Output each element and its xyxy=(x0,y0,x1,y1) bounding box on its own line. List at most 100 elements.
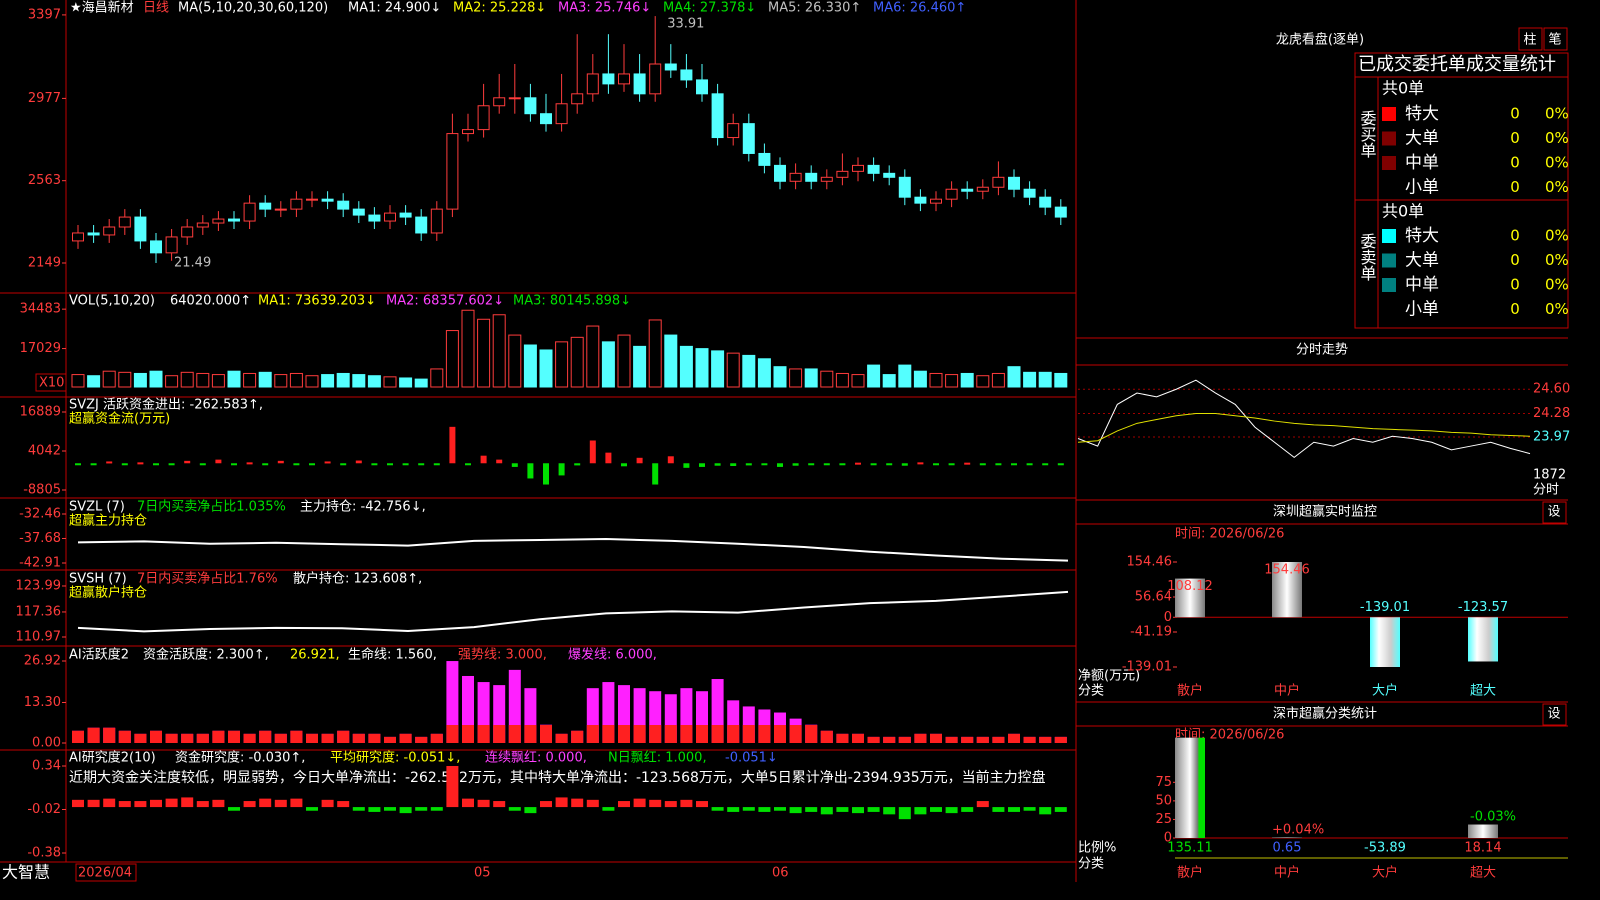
bar xyxy=(1272,562,1302,618)
y-tick-label: 154.46 xyxy=(1127,555,1173,570)
research-bar xyxy=(477,799,490,808)
button[interactable] xyxy=(1518,27,1543,51)
button-label[interactable]: 柱 xyxy=(1523,33,1536,48)
ma-label: MA(5,10,20,30,60,120) xyxy=(178,1,328,16)
button[interactable] xyxy=(1542,703,1567,726)
flow-bar xyxy=(511,463,518,467)
bar-label: 108.12 xyxy=(1167,579,1213,594)
flow-bar xyxy=(1011,463,1017,466)
research-bar xyxy=(274,799,287,808)
volume-bar xyxy=(539,349,553,388)
row-count: 0 xyxy=(1510,251,1520,269)
candle-body xyxy=(321,198,334,202)
candle-body xyxy=(930,198,942,204)
ai-bar-base xyxy=(306,733,318,743)
volume-bar xyxy=(305,375,319,388)
category: 中户 xyxy=(1274,865,1300,881)
y-tick-label: 17029 xyxy=(20,341,61,356)
y-tick-label: 110.97 xyxy=(16,629,62,644)
swatch xyxy=(1382,131,1396,146)
ai-bar-base xyxy=(555,733,568,743)
volume-bar xyxy=(945,374,959,388)
button-label[interactable]: 设 xyxy=(1547,707,1560,722)
research-bar xyxy=(914,807,927,815)
frame xyxy=(0,0,1569,882)
ai-bar-base xyxy=(477,724,490,743)
flow-bar xyxy=(808,463,815,466)
volume-bar xyxy=(133,372,147,388)
ai-bar-base xyxy=(914,733,927,743)
volume-bar xyxy=(664,334,678,388)
volume-bar xyxy=(633,345,647,388)
ai-bar-base xyxy=(602,724,615,743)
ai-bar-base xyxy=(618,724,630,743)
bar-label: -123.57 xyxy=(1458,600,1508,615)
y-tick-label: -139.01 xyxy=(1122,660,1172,675)
volume-bar xyxy=(960,372,974,388)
research-bar xyxy=(384,807,396,811)
swatch xyxy=(1382,107,1396,121)
ai-bar-base xyxy=(446,724,459,743)
candle-body xyxy=(1023,188,1036,198)
ai-bar-base xyxy=(992,736,1005,743)
button[interactable] xyxy=(1543,27,1568,51)
button[interactable] xyxy=(1542,501,1567,524)
candle-body xyxy=(820,176,833,182)
flow-bar xyxy=(761,463,768,466)
flow-bar xyxy=(355,460,362,464)
flow-bar xyxy=(418,463,425,466)
stats-note: -0.03% xyxy=(1470,810,1516,825)
volume-bar xyxy=(742,354,756,388)
volume-bar xyxy=(227,370,241,388)
ai-bar-base xyxy=(321,733,334,743)
button-label[interactable]: 设 xyxy=(1547,505,1560,520)
candle-body xyxy=(446,133,459,210)
volume-bar xyxy=(180,371,194,388)
category: 超大 xyxy=(1470,684,1496,699)
y-tick-label: -42.91 xyxy=(19,556,61,571)
ai-bar-base xyxy=(118,730,131,743)
candle-body xyxy=(789,172,802,182)
volume-bar xyxy=(711,350,725,388)
candle-body xyxy=(290,198,303,210)
button-label[interactable]: 笔 xyxy=(1548,32,1561,48)
y-tick-label: 4042 xyxy=(28,444,61,459)
candle-body xyxy=(649,63,662,95)
y-tick-label: 75 xyxy=(1155,775,1172,790)
candle-body xyxy=(259,202,272,210)
row-pct: 0% xyxy=(1545,105,1569,123)
volume-bar xyxy=(757,358,771,388)
ai-bar-base xyxy=(758,724,771,743)
bar-label: 135.11 xyxy=(1167,841,1213,856)
candle-body xyxy=(493,97,506,107)
volume-bar xyxy=(617,334,631,388)
volume-bar xyxy=(913,370,927,388)
flow-bar xyxy=(948,463,955,466)
y-tick-label: 25 xyxy=(1155,812,1172,827)
flow-bar xyxy=(979,463,986,466)
svsh-ratio: 7日内买卖净占比1.76% xyxy=(137,571,278,587)
ai-bar-base xyxy=(274,733,287,743)
flow-bar xyxy=(480,455,487,464)
ai-bar-base xyxy=(898,736,911,743)
ai-bar-base xyxy=(352,733,365,743)
candle-body xyxy=(134,216,147,242)
research-bar xyxy=(883,807,896,815)
y-tick-label: 2977 xyxy=(28,91,61,106)
research-bar xyxy=(836,807,849,812)
y-tick-label: 50 xyxy=(1155,793,1172,808)
candle-body xyxy=(118,216,131,228)
ai-bar-base xyxy=(290,730,303,743)
research-bar xyxy=(1023,807,1036,811)
flow-bar xyxy=(153,463,159,466)
flow-bar xyxy=(246,462,253,465)
research-bar xyxy=(87,799,100,808)
candle-body xyxy=(602,73,615,85)
ai-bar-base xyxy=(1023,736,1036,743)
research-bar xyxy=(134,801,147,808)
candle-body xyxy=(228,218,240,222)
svsh-hold: 散户持仓: 123.608↑, xyxy=(293,571,422,587)
candle-body xyxy=(477,105,490,131)
flow-bar xyxy=(199,463,206,466)
candle-body xyxy=(945,188,958,200)
